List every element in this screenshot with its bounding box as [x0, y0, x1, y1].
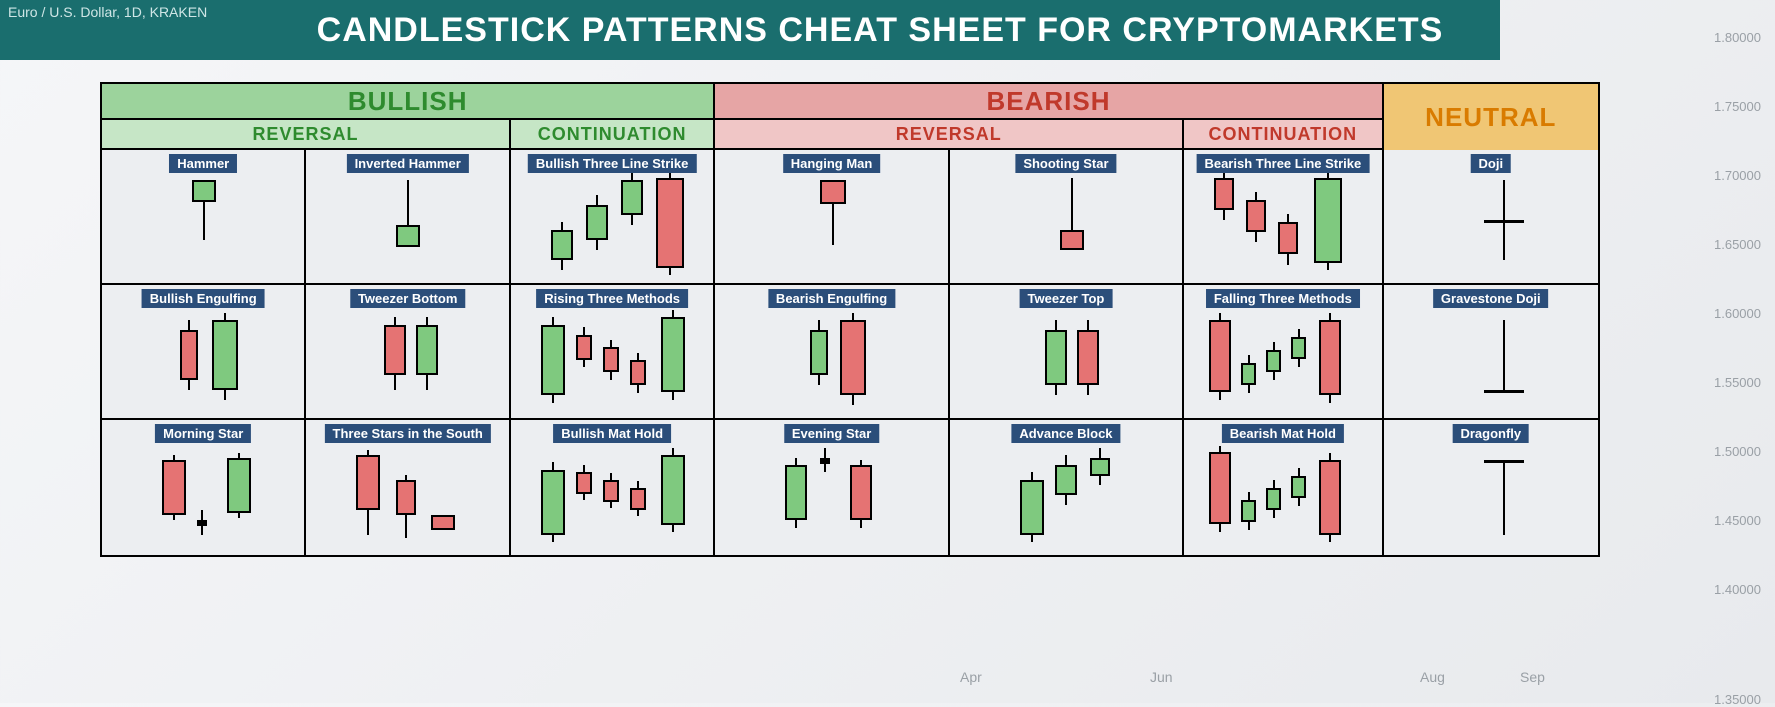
pattern-title: Doji — [1471, 154, 1512, 173]
pattern-cell: Bearish Three Line Strike — [1184, 150, 1381, 285]
pattern-title: Falling Three Methods — [1206, 289, 1360, 308]
pattern-title: Bearish Engulfing — [768, 289, 895, 308]
pattern-cell: Bearish Mat Hold — [1184, 420, 1381, 555]
price-tick: 1.55000 — [1714, 375, 1761, 390]
pattern-cell: Doji — [1384, 150, 1598, 285]
pattern-cell: Tweezer Top — [950, 285, 1182, 420]
subcategory-continuation: CONTINUATION — [511, 120, 715, 148]
pattern-cell: Three Stars in the South — [306, 420, 508, 555]
ticker-label: Euro / U.S. Dollar, 1D, KRAKEN — [8, 4, 207, 20]
pattern-title: Bullish Three Line Strike — [528, 154, 696, 173]
pattern-title: Hanging Man — [783, 154, 881, 173]
pattern-cell: Rising Three Methods — [511, 285, 713, 420]
pattern-title: Rising Three Methods — [536, 289, 688, 308]
month-tick: Sep — [1520, 669, 1545, 685]
price-tick: 1.50000 — [1714, 444, 1761, 459]
pattern-cell: Tweezer Bottom — [306, 285, 508, 420]
cheat-sheet: BULLISHBEARISHNEUTRALREVERSALCONTINUATIO… — [100, 82, 1600, 557]
pattern-title: Bullish Mat Hold — [553, 424, 671, 443]
pattern-title: Three Stars in the South — [325, 424, 491, 443]
pattern-cell: Bearish Engulfing — [715, 285, 947, 420]
pattern-cell: Shooting Star — [950, 150, 1182, 285]
pattern-cell: Advance Block — [950, 420, 1182, 555]
price-tick: 1.70000 — [1714, 168, 1761, 183]
pattern-cell: Bullish Mat Hold — [511, 420, 713, 555]
pattern-cell: Morning Star — [102, 420, 304, 555]
pattern-cell: Falling Three Methods — [1184, 285, 1381, 420]
price-tick: 1.45000 — [1714, 513, 1761, 528]
pattern-title: Hammer — [169, 154, 237, 173]
pattern-title: Tweezer Top — [1020, 289, 1113, 308]
category-neutral: NEUTRAL — [1384, 84, 1598, 150]
price-axis: 1.80000 1.75000 1.70000 1.65000 1.60000 1.550… — [1705, 0, 1775, 703]
pattern-title: Shooting Star — [1015, 154, 1116, 173]
month-tick: Aug — [1420, 669, 1445, 685]
main-title: CANDLESTICK PATTERNS CHEAT SHEET FOR CRY… — [0, 11, 1500, 50]
month-tick: Apr — [960, 669, 982, 685]
subcategory-continuation: CONTINUATION — [1184, 120, 1383, 148]
pattern-cell: Dragonfly — [1384, 420, 1598, 555]
header-bar: Euro / U.S. Dollar, 1D, KRAKEN CANDLESTI… — [0, 0, 1500, 60]
pattern-cell: Evening Star — [715, 420, 947, 555]
pattern-cell: Bullish Three Line Strike — [511, 150, 713, 285]
pattern-title: Bullish Engulfing — [142, 289, 265, 308]
pattern-cell: Inverted Hammer — [306, 150, 508, 285]
month-tick: Jun — [1150, 669, 1173, 685]
pattern-title: Gravestone Doji — [1433, 289, 1549, 308]
pattern-cell: Hanging Man — [715, 150, 947, 285]
price-tick: 1.65000 — [1714, 237, 1761, 252]
pattern-title: Dragonfly — [1452, 424, 1529, 443]
pattern-title: Inverted Hammer — [347, 154, 469, 173]
pattern-cell: Bullish Engulfing — [102, 285, 304, 420]
time-axis: Apr Jun Aug Sep — [0, 669, 1775, 693]
category-bearish: BEARISH — [715, 84, 1383, 118]
price-tick: 1.75000 — [1714, 99, 1761, 114]
pattern-title: Bearish Mat Hold — [1222, 424, 1344, 443]
pattern-title: Tweezer Bottom — [350, 289, 465, 308]
pattern-title: Morning Star — [155, 424, 251, 443]
pattern-title: Evening Star — [784, 424, 879, 443]
price-tick: 1.35000 — [1714, 692, 1761, 707]
price-tick: 1.80000 — [1714, 30, 1761, 45]
pattern-cell: Hammer — [102, 150, 304, 285]
pattern-cell: Gravestone Doji — [1384, 285, 1598, 420]
price-tick: 1.40000 — [1714, 582, 1761, 597]
subcategory-reversal: REVERSAL — [715, 120, 1184, 148]
price-tick: 1.60000 — [1714, 306, 1761, 321]
pattern-title: Bearish Three Line Strike — [1196, 154, 1369, 173]
pattern-title: Advance Block — [1011, 424, 1120, 443]
subcategory-reversal: REVERSAL — [102, 120, 511, 148]
category-bullish: BULLISH — [102, 84, 715, 118]
